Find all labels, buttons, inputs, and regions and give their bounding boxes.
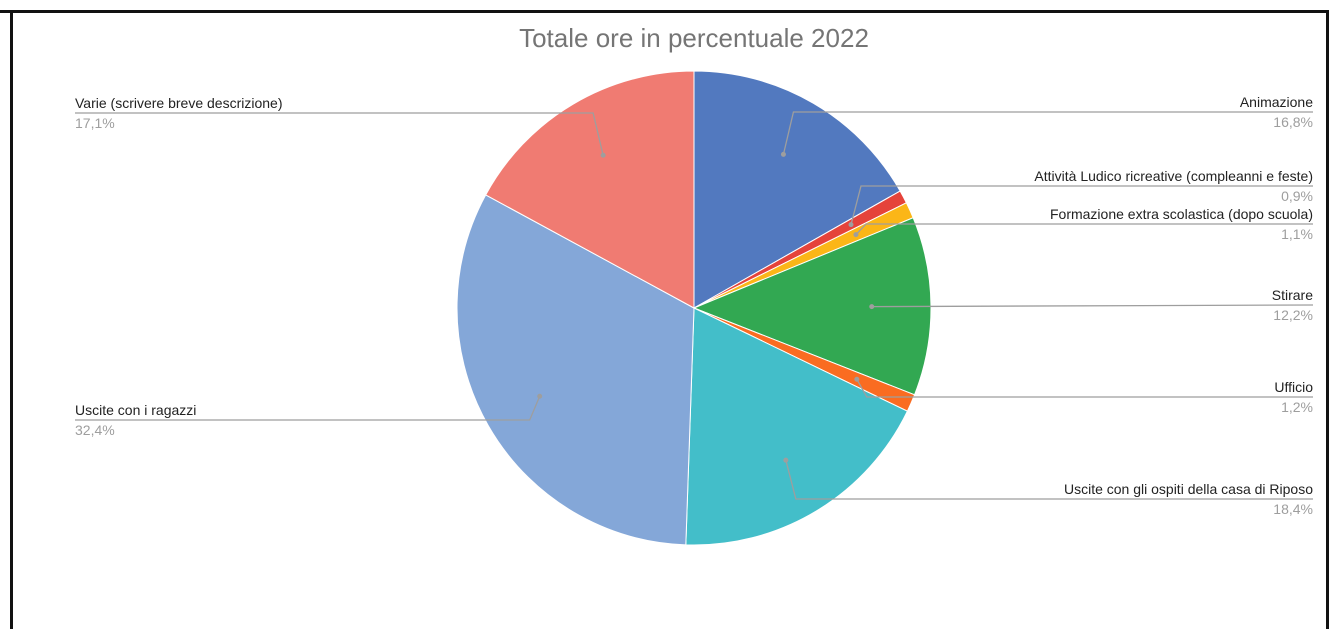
leader-line-varie-scrivere-breve-descrizione [75, 112, 604, 156]
slice-label-formazione-extra-scolastica-dopo-scuola: Formazione extra scolastica (dopo scuola… [1050, 206, 1313, 222]
slice-percent-uscite-con-gli-ospiti-della-casa-di-riposo: 18,4% [1273, 501, 1313, 517]
slice-label-uscite-con-gli-ospiti-della-casa-di-riposo: Uscite con gli ospiti della casa di Ripo… [1064, 481, 1313, 497]
slice-percent-attivita-ludico-ricreative-compleanni-e-feste: 0,9% [1281, 188, 1313, 204]
leader-line-attivita-ludico-ricreative-compleanni-e-feste [850, 185, 1313, 225]
leader-line-animazione [782, 111, 1313, 155]
slice-label-uscite-con-i-ragazzi: Uscite con i ragazzi [75, 402, 196, 418]
pie-slice-uscite-con-i-ragazzi[interactable] [456, 194, 695, 546]
leader-line-uscite-con-i-ragazzi [75, 395, 541, 421]
pie-slice-varie-scrivere-breve-descrizione[interactable] [485, 70, 695, 309]
slice-label-attivita-ludico-ricreative-compleanni-e-feste: Attività Ludico ricreative (compleanni e… [1034, 168, 1313, 184]
frame-left-border [10, 10, 13, 629]
leader-line-uscite-con-gli-ospiti-della-casa-di-riposo [785, 460, 1313, 500]
frame-top-border [0, 10, 1329, 13]
pie-slice-animazione[interactable] [693, 70, 901, 309]
slice-label-animazione: Animazione [1240, 94, 1313, 110]
slice-label-varie-scrivere-breve-descrizione: Varie (scrivere breve descrizione) [75, 95, 282, 111]
labels-layer: Animazione 16,8% Attività Ludico ricreativ… [75, 94, 1313, 517]
frame-right-border [1326, 10, 1329, 629]
slice-percent-formazione-extra-scolastica-dopo-scuola: 1,1% [1281, 226, 1313, 242]
slice-percent-animazione: 16,8% [1273, 114, 1313, 130]
slice-percent-varie-scrivere-breve-descrizione: 17,1% [75, 115, 115, 131]
leader-line-formazione-extra-scolastica-dopo-scuola [855, 223, 1313, 236]
slice-percent-uscite-con-i-ragazzi: 32,4% [75, 422, 115, 438]
leader-line-stirare [871, 304, 1314, 308]
slice-percent-stirare: 12,2% [1273, 307, 1313, 323]
slices-layer [456, 70, 932, 546]
pie-slice-uscite-con-gli-ospiti-della-casa-di-riposo[interactable] [685, 307, 909, 546]
chart-title: Totale ore in percentuale 2022 [519, 23, 869, 53]
leader-line-ufficio [856, 378, 1313, 398]
slice-label-stirare: Stirare [1272, 287, 1313, 303]
slice-percent-ufficio: 1,2% [1281, 399, 1313, 415]
slice-label-ufficio: Ufficio [1274, 379, 1313, 395]
